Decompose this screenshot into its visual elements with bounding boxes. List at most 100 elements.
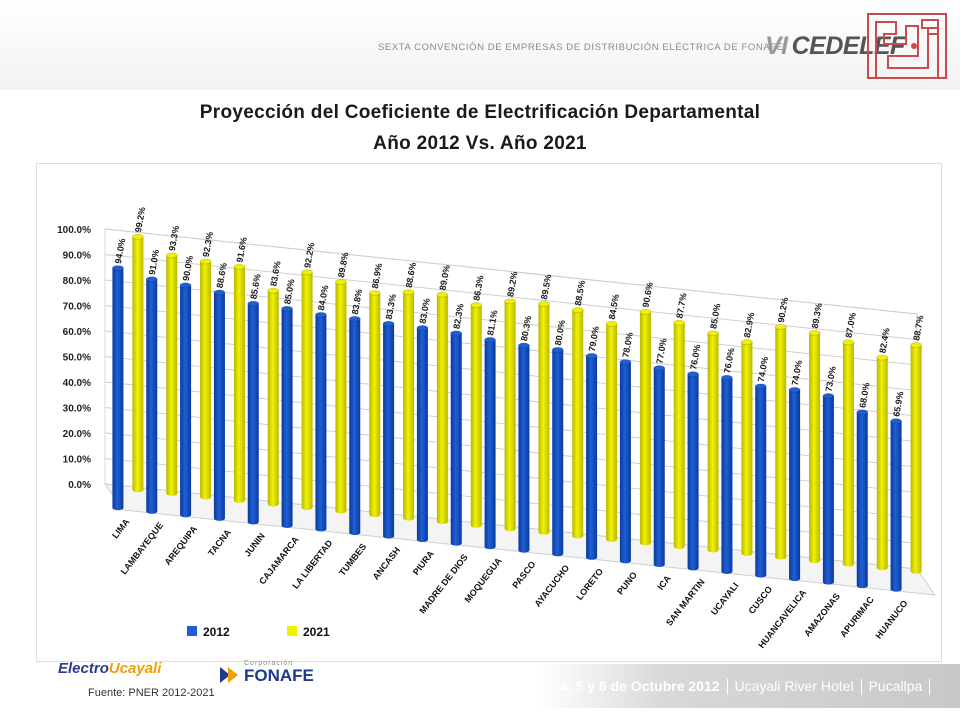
- bar-2021-base: [842, 561, 854, 567]
- bar-2021: [741, 342, 753, 554]
- bar-2021-top: [707, 330, 720, 337]
- bar-2021: [842, 342, 854, 565]
- bar-chart: 0.0% 10.0% 20.0% 30.0% 40.0% 50.0% 60.0% 70.0% 8…: [57, 206, 937, 650]
- bar-2021-top: [436, 291, 449, 298]
- bar-2012-base: [180, 512, 192, 518]
- chart-title-line1: Proyección del Coeficiente de Electrific…: [199, 102, 761, 123]
- bar-2021: [369, 292, 381, 515]
- bar-2021: [470, 305, 482, 526]
- bar-2021-base: [301, 504, 313, 510]
- data-label-2012: 83.0%: [418, 297, 432, 324]
- bar-2021-base: [504, 526, 516, 532]
- bar-2012-top: [822, 392, 835, 399]
- bar-2012: [383, 323, 395, 537]
- bar-2012-top: [247, 300, 260, 307]
- bar-2021-top: [910, 342, 923, 349]
- bar-2012: [687, 374, 699, 568]
- bar-2021-top: [504, 298, 517, 305]
- data-label-2012: 77.0%: [654, 338, 668, 365]
- bar-2021-base: [910, 568, 922, 574]
- data-label-2021: 85.0%: [708, 303, 722, 330]
- bar-2012: [247, 303, 259, 522]
- bar-2021: [233, 266, 245, 501]
- data-label-2021: 99.2%: [133, 206, 147, 233]
- bar-2012-top: [179, 282, 192, 289]
- bar-2021: [132, 236, 144, 490]
- bar-2012-top: [450, 330, 463, 337]
- bar-2021-top: [842, 339, 855, 346]
- event-date: 4, 5 y 6 de Octubre 2012: [560, 678, 720, 694]
- bar-2021-base: [436, 519, 448, 525]
- bar-2012-top: [720, 374, 733, 381]
- data-label-2012: 74.0%: [756, 356, 770, 383]
- x-category-label: AREQUIPA: [162, 524, 199, 567]
- x-category-label: PASCO: [510, 559, 537, 590]
- x-category-label: UCAYALI: [709, 581, 740, 617]
- data-label-2012: 73.0%: [824, 365, 838, 392]
- bar-2021: [910, 345, 922, 572]
- x-category-label: ICA: [655, 573, 673, 592]
- bar-2012-base: [315, 526, 327, 532]
- data-label-2012: 84.0%: [316, 284, 330, 311]
- bar-2021-top: [876, 354, 889, 361]
- bar-2012-top: [382, 320, 395, 327]
- data-label-2021: 89.2%: [505, 271, 519, 298]
- bar-2012-base: [416, 537, 428, 543]
- chart-title-line2: Año 2012 Vs. Año 2021: [373, 133, 587, 154]
- bar-2021: [876, 357, 888, 568]
- legend-label: 2021: [303, 625, 330, 639]
- x-category-label: AMAZONAS: [802, 591, 842, 638]
- data-label-2021: 82.9%: [742, 312, 756, 339]
- fonafe-logo-name: FONAFE: [244, 666, 314, 685]
- fonafe-arrow-icon: [220, 667, 238, 683]
- cedelef-logo-name: CEDELEF: [791, 32, 906, 60]
- grid-line: [104, 228, 918, 315]
- data-label-2012: 68.0%: [857, 382, 871, 409]
- data-label-2012: 81.1%: [485, 309, 499, 336]
- bar-2012-top: [213, 289, 226, 296]
- data-label-2021: 93.3%: [167, 225, 181, 252]
- bar-2012-top: [484, 336, 497, 343]
- bar-2021-top: [808, 329, 821, 336]
- bar-2021: [538, 304, 550, 533]
- header-bar: SEXTA CONVENCIÓN DE EMPRESAS DE DISTRIBU…: [0, 0, 960, 90]
- legend-swatch: [187, 626, 197, 636]
- x-category-label: JUNIN: [242, 531, 267, 558]
- data-label-2012: 85.6%: [248, 273, 262, 300]
- bar-2012-base: [518, 547, 530, 553]
- bar-2021-top: [673, 319, 686, 326]
- bar-2012: [619, 361, 631, 561]
- data-label-2021: 84.5%: [607, 293, 621, 320]
- bar-2021-base: [335, 508, 347, 514]
- event-banner: [540, 664, 960, 708]
- data-label-2012: 90.0%: [181, 255, 195, 282]
- bar-2012-base: [281, 522, 293, 528]
- data-label-2012: 74.0%: [790, 359, 804, 386]
- x-category-label: MOQUEGUA: [463, 555, 504, 604]
- bar-2012-base: [789, 576, 801, 582]
- x-category-label: HUANUCO: [873, 598, 909, 640]
- x-category-label: PIURA: [411, 548, 436, 577]
- data-label-2012: 91.0%: [147, 249, 161, 276]
- y-tick-label: 10.0%: [63, 455, 91, 466]
- bar-2012-top: [145, 276, 158, 283]
- bar-2021-base: [809, 558, 821, 564]
- data-label-2012: 79.0%: [587, 325, 601, 352]
- event-place: Ucayali River Hotel: [734, 678, 854, 694]
- bar-2012: [146, 279, 158, 512]
- bar-2012-base: [586, 554, 598, 560]
- legend-label: 2012: [203, 625, 230, 639]
- chart-panel: 0.0% 10.0% 20.0% 30.0% 40.0% 50.0% 60.0% 70.0% 8…: [36, 163, 942, 662]
- bar-2012-top: [687, 371, 700, 378]
- bar-2021-base: [775, 554, 787, 560]
- event-city: Pucallpa: [868, 678, 923, 694]
- bar-2021-top: [334, 279, 347, 286]
- data-label-2012: 83.3%: [384, 293, 398, 320]
- x-category-label: AYACUCHO: [532, 563, 571, 609]
- x-category-label: LA LIBERTAD: [290, 538, 335, 591]
- bar-2012-top: [517, 342, 530, 349]
- bar-2021: [504, 301, 516, 529]
- bar-2021-base: [639, 540, 651, 546]
- y-tick-label: 40.0%: [63, 378, 91, 389]
- bar-2012-base: [890, 586, 902, 592]
